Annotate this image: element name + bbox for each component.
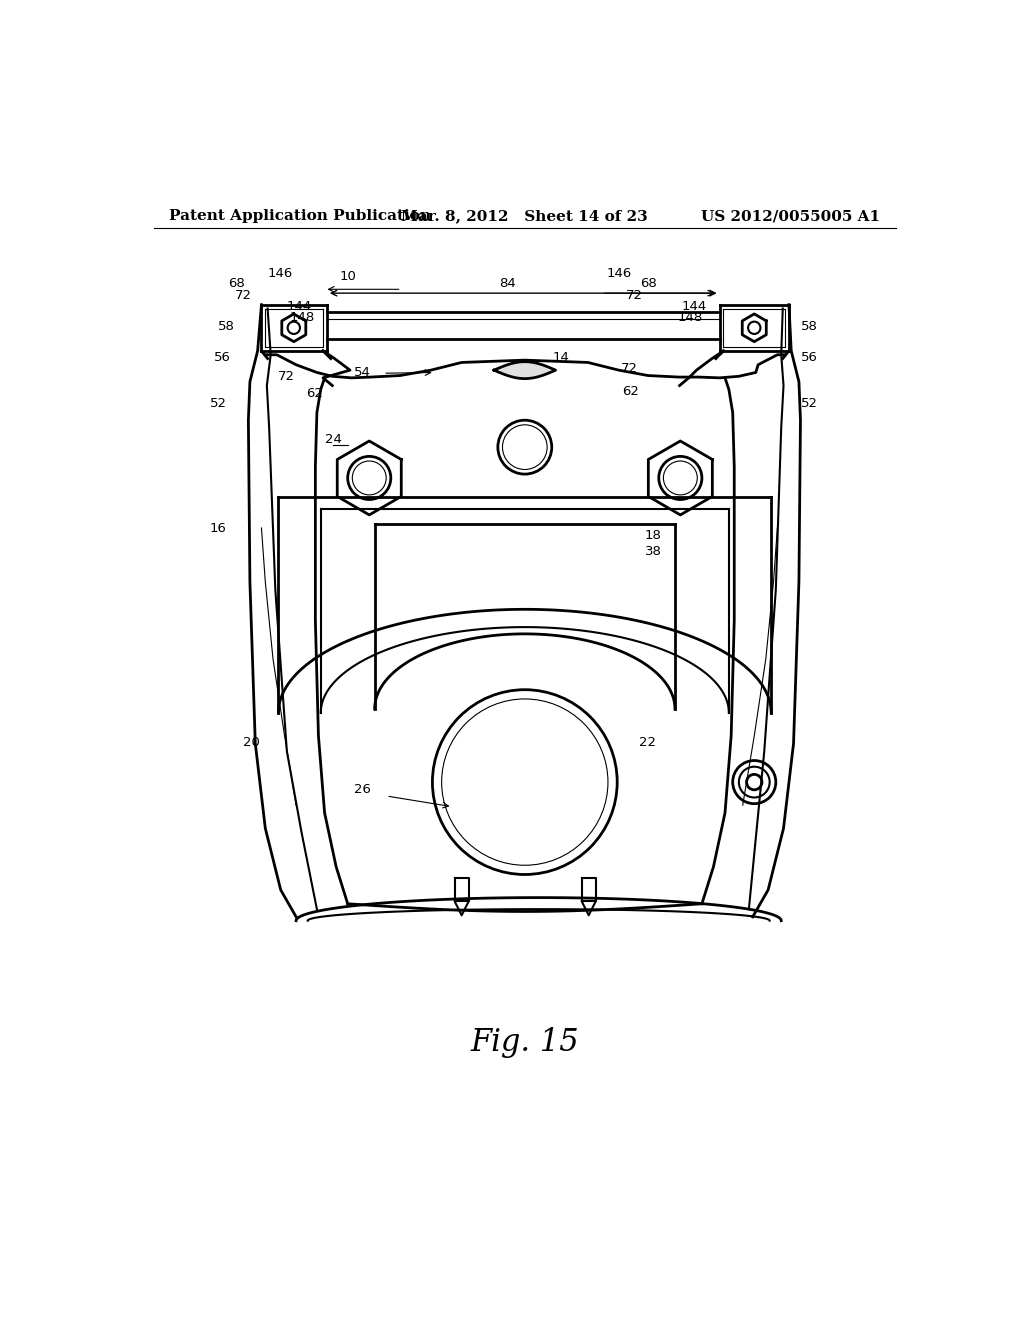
- Polygon shape: [494, 362, 556, 379]
- Text: 62: 62: [622, 385, 639, 399]
- Text: 26: 26: [354, 783, 371, 796]
- Text: 14: 14: [553, 351, 569, 363]
- Text: 18: 18: [645, 529, 662, 543]
- Text: 72: 72: [278, 370, 295, 383]
- Text: 148: 148: [678, 312, 702, 325]
- Text: 58: 58: [218, 319, 234, 333]
- Text: Mar. 8, 2012   Sheet 14 of 23: Mar. 8, 2012 Sheet 14 of 23: [401, 209, 648, 223]
- Text: US 2012/0055005 A1: US 2012/0055005 A1: [701, 209, 881, 223]
- Text: 148: 148: [290, 312, 315, 325]
- Text: 56: 56: [801, 351, 817, 363]
- Text: 56: 56: [214, 351, 230, 363]
- Text: 62: 62: [306, 387, 323, 400]
- Text: 10: 10: [340, 269, 357, 282]
- Text: 68: 68: [227, 277, 245, 289]
- Text: 58: 58: [801, 319, 817, 333]
- Text: Fig. 15: Fig. 15: [470, 1027, 580, 1057]
- Text: 16: 16: [210, 521, 226, 535]
- Text: 52: 52: [801, 397, 817, 409]
- Text: 24: 24: [326, 433, 342, 446]
- Text: Patent Application Publication: Patent Application Publication: [169, 209, 431, 223]
- Text: 52: 52: [210, 397, 226, 409]
- Text: 144: 144: [681, 300, 707, 313]
- Text: 72: 72: [621, 362, 638, 375]
- Text: 20: 20: [243, 735, 260, 748]
- Text: 22: 22: [639, 735, 655, 748]
- Text: 72: 72: [236, 289, 252, 302]
- Text: 144: 144: [286, 300, 311, 313]
- Text: 84: 84: [500, 277, 516, 289]
- Text: 68: 68: [640, 277, 657, 289]
- Text: 146: 146: [267, 268, 293, 280]
- Text: 72: 72: [626, 289, 643, 302]
- Text: 54: 54: [354, 366, 371, 379]
- Text: 38: 38: [645, 545, 662, 557]
- Text: 146: 146: [606, 268, 632, 280]
